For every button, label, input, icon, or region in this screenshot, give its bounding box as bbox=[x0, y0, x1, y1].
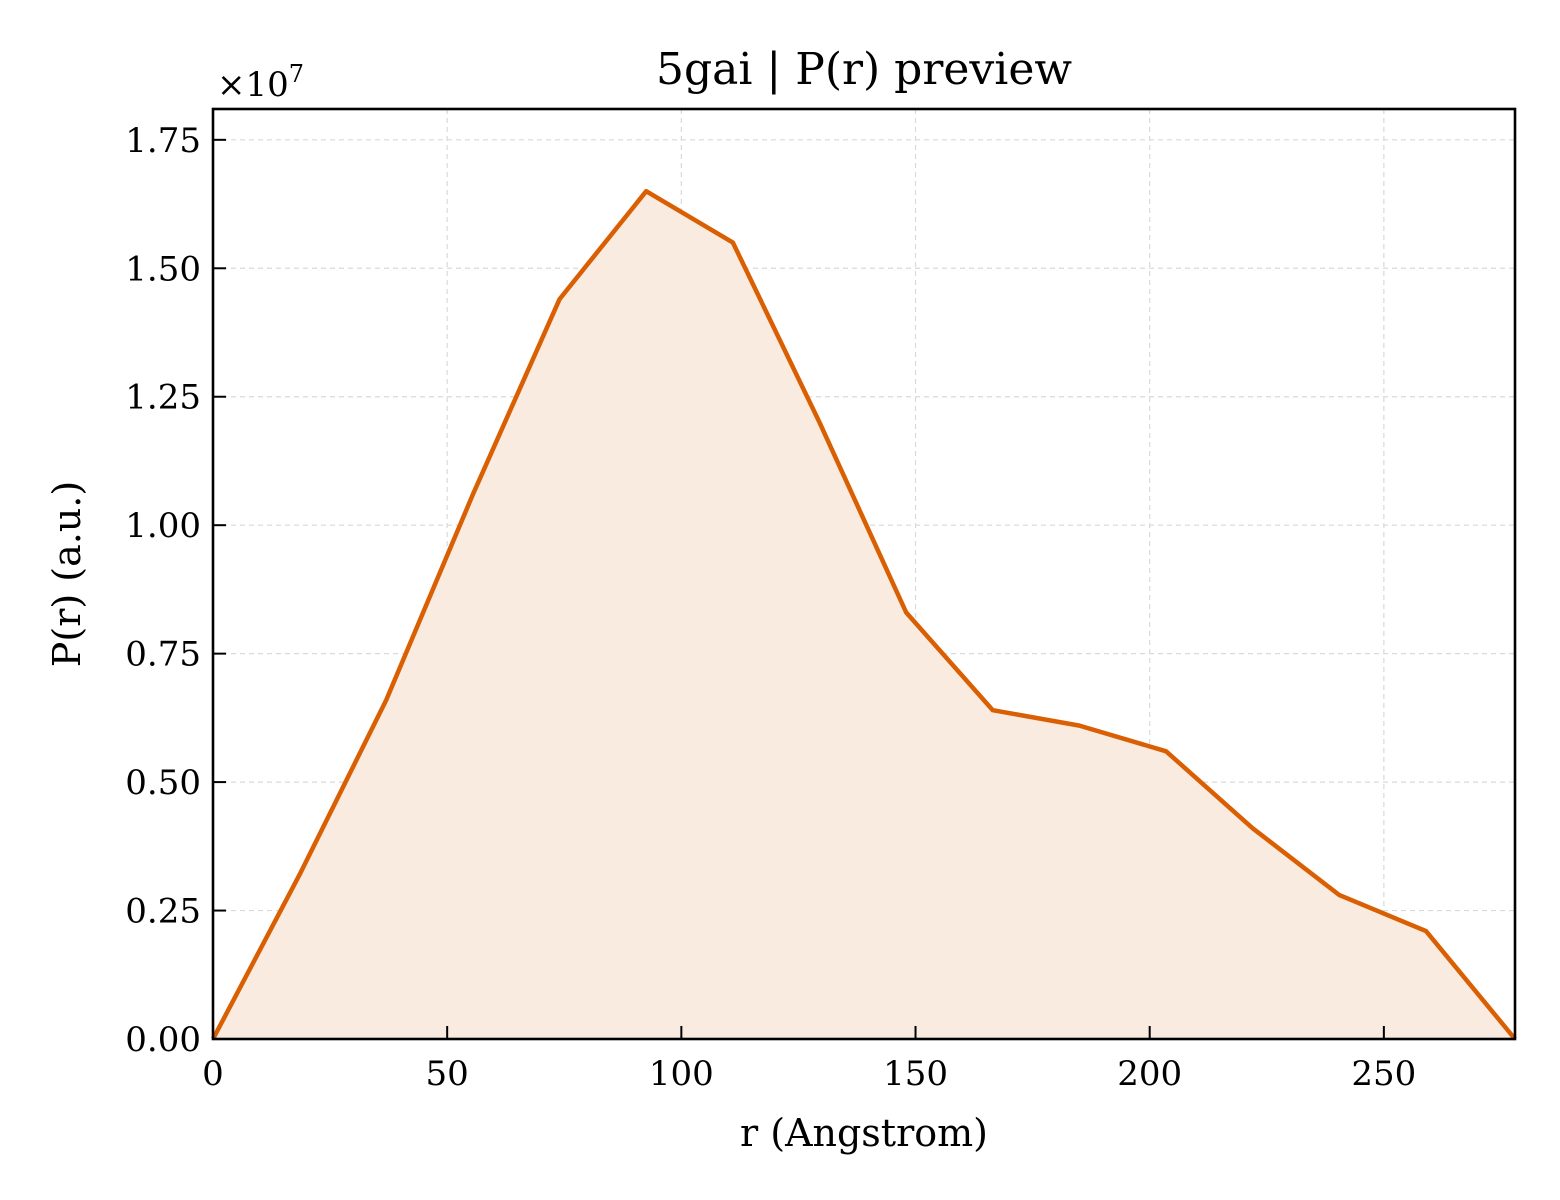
axis-ticks: 0 50 100 150 200 250 0.00 0.25 0.50 0.75 1.00 1.25 1… bbox=[125, 121, 1416, 1094]
x-tick-label: 150 bbox=[883, 1054, 948, 1094]
x-tick-label: 50 bbox=[426, 1054, 469, 1094]
x-tick-label: 100 bbox=[649, 1054, 714, 1094]
y-offset-label: ×107 bbox=[217, 60, 304, 105]
plot-frame bbox=[211, 107, 1517, 1041]
y-offset-exponent: 7 bbox=[289, 60, 304, 88]
x-tick-label: 0 bbox=[202, 1054, 224, 1094]
y-axis-label: P(r) (a.u.) bbox=[45, 481, 89, 667]
chart-title: 5gai | P(r) preview bbox=[656, 44, 1072, 95]
y-tick-label: 1.25 bbox=[125, 378, 201, 418]
x-tick-label: 250 bbox=[1351, 1054, 1416, 1094]
y-tick-label: 1.75 bbox=[125, 121, 201, 161]
y-tick-label: 0.50 bbox=[125, 763, 201, 803]
y-tick-label: 0.00 bbox=[125, 1020, 201, 1060]
x-axis-label: r (Angstrom) bbox=[740, 1111, 988, 1155]
y-tick-label: 1.00 bbox=[125, 506, 201, 546]
y-tick-label: 0.25 bbox=[125, 892, 201, 932]
series-line bbox=[211, 188, 1517, 1041]
x-tick-label: 200 bbox=[1117, 1054, 1182, 1094]
y-offset-base: ×10 bbox=[217, 65, 289, 105]
y-tick-label: 1.50 bbox=[125, 249, 201, 289]
y-tick-label: 0.75 bbox=[125, 635, 201, 675]
area-fill bbox=[213, 191, 1515, 1039]
